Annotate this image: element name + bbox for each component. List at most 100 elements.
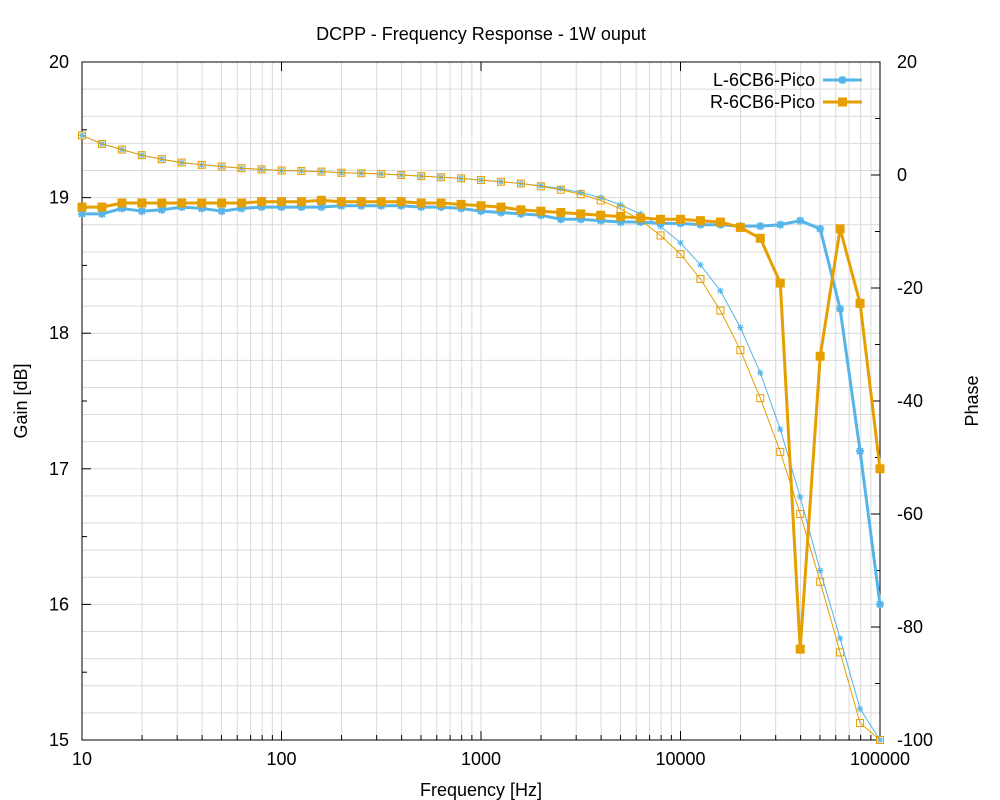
marker-stroke: [98, 210, 106, 218]
phase-point: [676, 250, 685, 259]
gain-point: [77, 202, 87, 212]
legend-label: R-6CB6-Pico: [710, 92, 815, 112]
legend-label: L-6CB6-Pico: [713, 70, 815, 90]
marker-stroke: [756, 222, 765, 230]
gain-point: [536, 206, 546, 216]
gain-point: [656, 214, 666, 224]
phase-point: [576, 190, 585, 199]
x-tick-label: 1000: [461, 749, 501, 769]
x-tick-label: 10: [72, 749, 92, 769]
y-axis-gain: 15 16 17 18 19 20: [49, 52, 91, 750]
gain-point: [735, 222, 745, 232]
gain-point: [676, 214, 685, 224]
phase-point: [777, 426, 784, 433]
phase-point: [737, 324, 744, 331]
marker-stroke: [158, 206, 166, 214]
phase-point: [796, 510, 805, 518]
marker-stroke: [856, 447, 864, 455]
phase-point: [776, 447, 785, 456]
gain-point: [277, 197, 286, 207]
gain-point: [835, 224, 845, 234]
y2-tick-label: -80: [897, 617, 923, 637]
gain-point: [78, 209, 86, 218]
gain-point: [855, 298, 865, 308]
x-axis-title: Frequency [Hz]: [420, 780, 542, 800]
gain-point: [636, 213, 646, 223]
gain-point: [856, 447, 865, 456]
gain-point: [796, 216, 805, 225]
gain-point: [356, 197, 366, 207]
gain-point: [755, 233, 765, 243]
phase-point: [237, 164, 246, 173]
y-tick-label: 20: [49, 52, 69, 72]
marker-stroke: [138, 207, 146, 215]
phase-point: [537, 182, 545, 189]
y2-axis-title: Phase: [962, 375, 982, 426]
phase-point: [656, 231, 665, 240]
marker-stroke: [737, 324, 744, 331]
marker-stroke: [217, 207, 226, 215]
marker-stroke: [857, 706, 863, 712]
marker-stroke: [836, 305, 844, 313]
marker-stroke: [776, 221, 784, 229]
phase-point: [177, 158, 186, 167]
phase-point: [477, 176, 485, 185]
y-tick-label: 17: [49, 459, 69, 479]
gain-point: [876, 600, 884, 609]
phase-point: [257, 165, 266, 174]
phase-point: [816, 577, 825, 586]
gain-point: [217, 198, 227, 208]
y2-tick-label: -60: [897, 504, 923, 524]
gain-point: [177, 198, 187, 208]
phase-point: [696, 274, 705, 283]
gain-point: [217, 207, 226, 216]
gain-point: [795, 644, 805, 654]
gain-point: [596, 210, 606, 220]
phase-point: [697, 261, 704, 269]
y-tick-label: 19: [49, 188, 69, 208]
phase-series: [78, 131, 884, 744]
marker-stroke: [317, 203, 326, 211]
x-tick-label: 10000: [655, 749, 705, 769]
gain-point: [556, 208, 566, 218]
x-tick-label: 100000: [850, 749, 910, 769]
phase-point: [157, 155, 166, 164]
phase-point: [457, 174, 466, 183]
marker-stroke: [838, 76, 847, 84]
phase-point: [716, 306, 725, 315]
phase-point: [437, 173, 446, 182]
x-tick-label: 100: [266, 749, 296, 769]
y-tick-label: 16: [49, 594, 69, 614]
gain-point: [416, 198, 426, 208]
phase-point: [496, 177, 505, 186]
marker-stroke: [717, 288, 724, 294]
phase-point: [217, 162, 226, 171]
phase-point: [677, 239, 684, 246]
gain-point: [117, 198, 127, 208]
phase-point: [516, 179, 525, 188]
y-axis-title: Gain [dB]: [11, 363, 31, 438]
marker-stroke: [816, 225, 824, 233]
phase-point: [377, 169, 386, 178]
y2-tick-label: 20: [897, 52, 917, 72]
gain-point: [496, 202, 506, 212]
gain-point: [336, 197, 346, 207]
gain-point: [836, 304, 845, 313]
phase-point: [357, 169, 366, 178]
chart-title: DCPP - Frequency Response - 1W ouput: [316, 24, 646, 44]
marker-stroke: [817, 567, 823, 574]
gain-point: [157, 198, 167, 208]
gain-point: [776, 220, 785, 229]
phase-point: [78, 131, 86, 140]
phase-point: [717, 287, 724, 295]
phase-point: [856, 705, 864, 713]
gain-point: [436, 198, 446, 208]
phase-point: [736, 346, 745, 355]
gain-point: [396, 197, 406, 207]
gain-point: [476, 201, 486, 211]
y-tick-label: 18: [49, 323, 69, 343]
series-layer: [77, 131, 885, 744]
marker-stroke: [837, 635, 843, 642]
